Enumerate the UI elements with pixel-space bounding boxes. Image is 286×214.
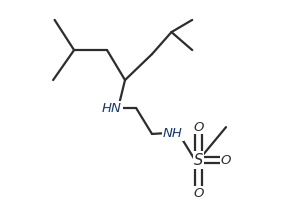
Text: O: O — [193, 121, 204, 134]
Text: NH: NH — [163, 128, 183, 140]
Text: O: O — [221, 154, 231, 166]
Text: HN: HN — [102, 102, 122, 114]
Text: O: O — [193, 187, 204, 199]
Text: S: S — [194, 153, 203, 168]
